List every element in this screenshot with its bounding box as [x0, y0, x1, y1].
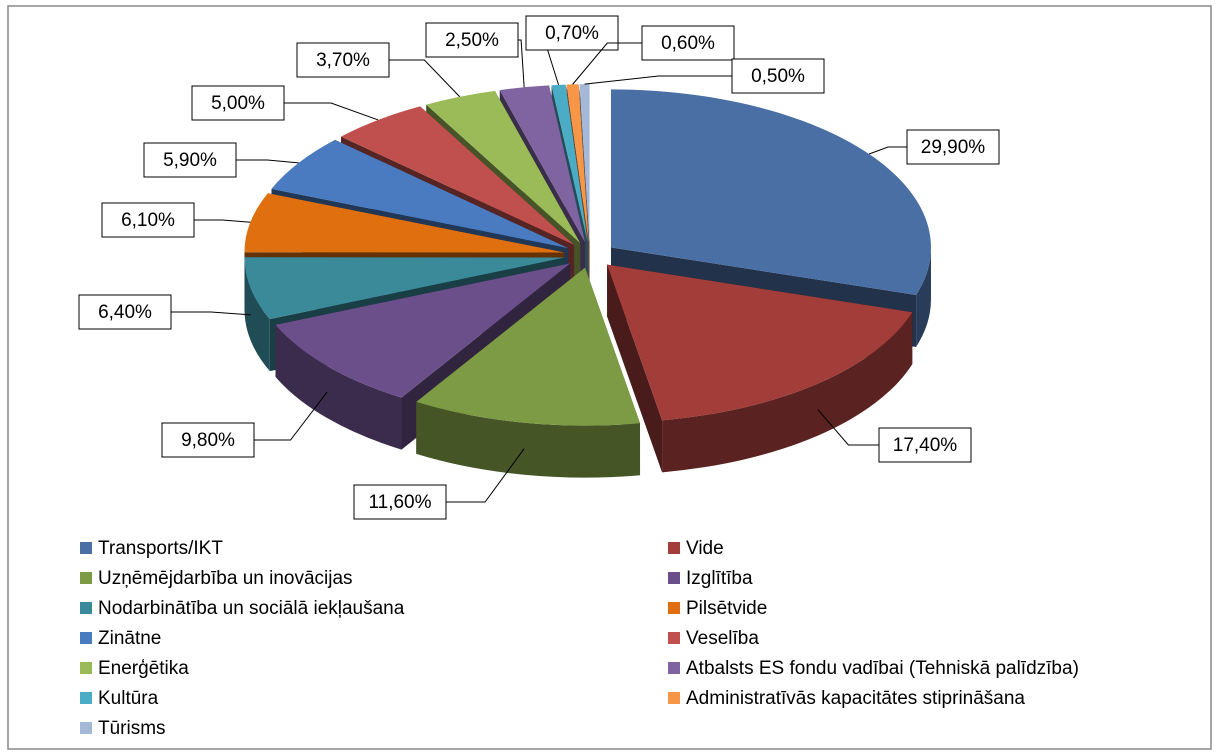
slice — [244, 193, 565, 253]
leader-line — [284, 102, 379, 121]
legend-label: Vide — [686, 538, 724, 559]
slice — [340, 106, 575, 245]
slice — [579, 84, 590, 243]
data-label-box — [425, 22, 519, 58]
data-label-box — [906, 129, 1000, 165]
data-label-box — [525, 15, 619, 51]
data-label-box — [143, 142, 237, 178]
data-label: 2,50% — [445, 30, 499, 51]
slice-wall — [662, 312, 913, 473]
legend-label: Transports/IKT — [98, 538, 223, 559]
data-label-box — [161, 422, 255, 458]
legend-label: Veselība — [686, 628, 759, 649]
data-label-box — [641, 25, 735, 61]
data-label: 6,10% — [121, 210, 175, 231]
slice — [271, 139, 569, 249]
legend-label: Administratīvās kapacitātes stiprināšana — [686, 688, 1025, 709]
data-label: 9,80% — [181, 430, 235, 451]
legend-label: Enerģētika — [98, 658, 189, 679]
slice — [275, 263, 571, 398]
data-label: 5,00% — [211, 93, 265, 114]
leader-line — [817, 409, 879, 446]
leader-line — [446, 448, 525, 503]
leader-line — [194, 219, 251, 223]
legend-swatch — [80, 542, 92, 554]
legend-swatch — [668, 572, 680, 584]
legend-swatch — [80, 572, 92, 584]
legend-label: Izglītība — [686, 568, 753, 589]
slice — [551, 84, 588, 243]
leader-line — [236, 159, 299, 164]
leader-line — [572, 42, 642, 85]
data-label-box — [878, 427, 972, 463]
slice — [610, 89, 931, 296]
data-label-box — [101, 202, 195, 238]
leader-line — [584, 75, 732, 85]
data-label: 17,40% — [893, 435, 958, 456]
legend-swatch — [80, 722, 92, 734]
legend-swatch — [668, 602, 680, 614]
slice-wall — [916, 247, 931, 348]
legend-label: Atbalsts ES fondu vadībai (Tehniskā palī… — [686, 658, 1079, 679]
legend-label: Pilsētvide — [686, 598, 767, 619]
legend-swatch — [80, 602, 92, 614]
data-label: 0,70% — [545, 23, 599, 44]
data-label: 5,90% — [163, 150, 217, 171]
data-label-box — [191, 85, 285, 121]
legend-label: Tūrisms — [98, 718, 166, 739]
legend-label: Zinātne — [98, 628, 161, 649]
data-label: 0,60% — [661, 33, 715, 54]
data-label: 29,90% — [921, 137, 986, 158]
data-label: 0,50% — [751, 66, 805, 87]
data-label: 3,70% — [316, 50, 370, 71]
legend-swatch — [80, 632, 92, 644]
legend-label: Uzņēmējdarbība un inovācijas — [98, 568, 353, 589]
legend-swatch — [668, 662, 680, 674]
data-label-box — [296, 42, 390, 78]
legend-swatch — [80, 692, 92, 704]
legend-swatch — [668, 692, 680, 704]
slice-wall — [416, 401, 641, 478]
legend-swatch — [668, 542, 680, 554]
data-label-box — [78, 294, 172, 330]
legend-swatch — [80, 662, 92, 674]
slice-side — [607, 264, 663, 473]
slice-wall — [275, 324, 402, 450]
slice — [499, 85, 586, 243]
slice — [244, 257, 565, 320]
legend-swatch — [668, 632, 680, 644]
data-label: 11,60% — [368, 492, 431, 513]
leader-line — [254, 391, 328, 441]
data-label-box — [353, 484, 447, 520]
leader-line — [389, 59, 461, 98]
slice — [566, 84, 589, 243]
leader-line — [171, 311, 251, 316]
leader-line — [518, 39, 525, 88]
legend-label: Kultūra — [98, 688, 159, 709]
slice-wall — [244, 257, 270, 372]
slice — [607, 264, 913, 421]
data-label-box — [731, 58, 825, 94]
leader-line — [868, 146, 907, 155]
slice — [426, 90, 581, 244]
slice — [416, 267, 641, 426]
data-label: 6,40% — [98, 302, 152, 323]
legend-label: Nodarbinātība un sociālā iekļaušana — [98, 598, 405, 619]
